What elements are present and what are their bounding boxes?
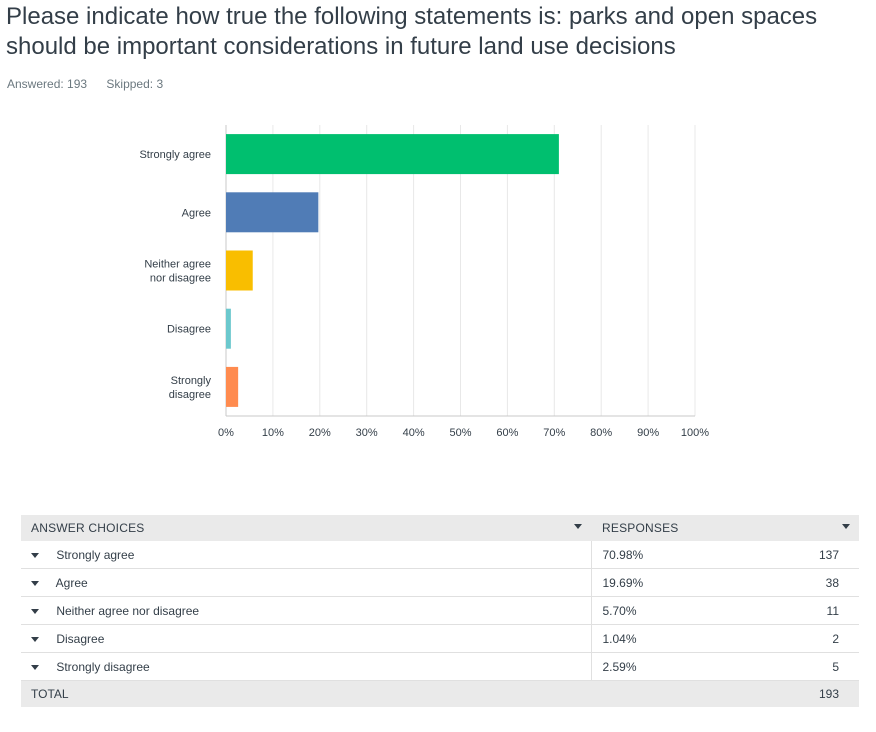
sort-responses-icon[interactable] (842, 524, 850, 529)
table-row: Neither agree nor disagree 5.70% 11 (21, 596, 859, 625)
response-count: 11 (719, 596, 859, 625)
answered-count: Answered: 193 (7, 77, 88, 91)
responses-header-label: RESPONSES (602, 521, 679, 535)
answer-choice-label: Strongly agree (56, 547, 135, 562)
expand-row-icon[interactable] (31, 580, 39, 586)
table-row: Strongly disagree 2.59% 5 (21, 652, 859, 681)
expand-row-icon[interactable] (31, 608, 39, 614)
category-label: Neither agree (144, 259, 211, 271)
expand-row-icon[interactable] (31, 552, 39, 558)
x-tick-label: 80% (590, 427, 612, 439)
category-label: Agree (182, 207, 211, 219)
answer-choice-label: Agree (55, 575, 88, 590)
x-tick-label: 70% (543, 427, 565, 439)
answer-choices-header-label: ANSWER CHOICES (31, 521, 145, 535)
answer-choice-label: Disagree (56, 631, 105, 646)
answer-choice-cell: Neither agree nor disagree (21, 596, 592, 625)
response-summary: Answered: 193 Skipped: 3 (7, 77, 179, 91)
response-percent: 19.69% (591, 568, 719, 597)
bar (226, 250, 253, 291)
answer-choice-cell: Strongly disagree (21, 652, 592, 681)
response-percent: 70.98% (591, 541, 719, 569)
x-tick-label: 0% (218, 427, 234, 439)
bar-chart: Strongly agree Agree Neither agree nor disa… (139, 125, 709, 439)
category-label: Disagree (167, 324, 211, 336)
x-tick-label: 100% (681, 427, 709, 439)
category-label: disagree (169, 389, 211, 401)
question-title: Please indicate how true the following s… (6, 3, 818, 60)
sort-choices-icon[interactable] (574, 524, 582, 529)
total-count: 193 (719, 680, 859, 707)
x-tick-label: 40% (403, 427, 425, 439)
response-percent: 1.04% (591, 624, 719, 653)
response-count: 5 (719, 652, 859, 681)
response-count: 137 (719, 541, 859, 569)
category-label: Strongly (171, 375, 212, 387)
category-label: Strongly agree (139, 149, 211, 161)
answer-choices-header[interactable]: ANSWER CHOICES (21, 515, 591, 541)
response-count: 2 (719, 624, 859, 653)
answer-choice-cell: Disagree (21, 624, 592, 653)
bar (226, 308, 231, 349)
table-row: Strongly agree 70.98% 137 (21, 541, 859, 569)
total-spacer (591, 680, 719, 707)
answer-choice-cell: Strongly agree (21, 541, 592, 569)
response-percent: 5.70% (591, 596, 719, 625)
x-tick-label: 50% (449, 427, 471, 439)
expand-row-icon[interactable] (31, 664, 39, 670)
expand-row-icon[interactable] (31, 636, 39, 642)
table-row: Disagree 1.04% 2 (21, 624, 859, 653)
table-header-row: ANSWER CHOICES RESPONSES (21, 515, 859, 541)
response-count: 38 (719, 568, 859, 597)
bar (226, 366, 239, 407)
total-row: TOTAL 193 (21, 680, 859, 707)
response-percent: 2.59% (591, 652, 719, 681)
x-tick-label: 60% (496, 427, 518, 439)
bar (226, 134, 559, 175)
skipped-count: Skipped: 3 (106, 77, 164, 91)
x-tick-label: 10% (262, 427, 284, 439)
answer-choice-label: Strongly disagree (56, 659, 150, 674)
bar (226, 192, 319, 233)
x-tick-label: 30% (356, 427, 378, 439)
x-tick-label: 20% (309, 427, 331, 439)
x-tick-label: 90% (637, 427, 659, 439)
responses-header[interactable]: RESPONSES (591, 515, 859, 541)
answer-choice-cell: Agree (21, 568, 592, 597)
total-label: TOTAL (21, 680, 591, 707)
category-label: nor disagree (150, 273, 211, 285)
answer-choice-label: Neither agree nor disagree (56, 603, 200, 618)
table-row: Agree 19.69% 38 (21, 568, 859, 597)
responses-table: ANSWER CHOICES RESPONSES Strongly agree … (21, 515, 859, 707)
